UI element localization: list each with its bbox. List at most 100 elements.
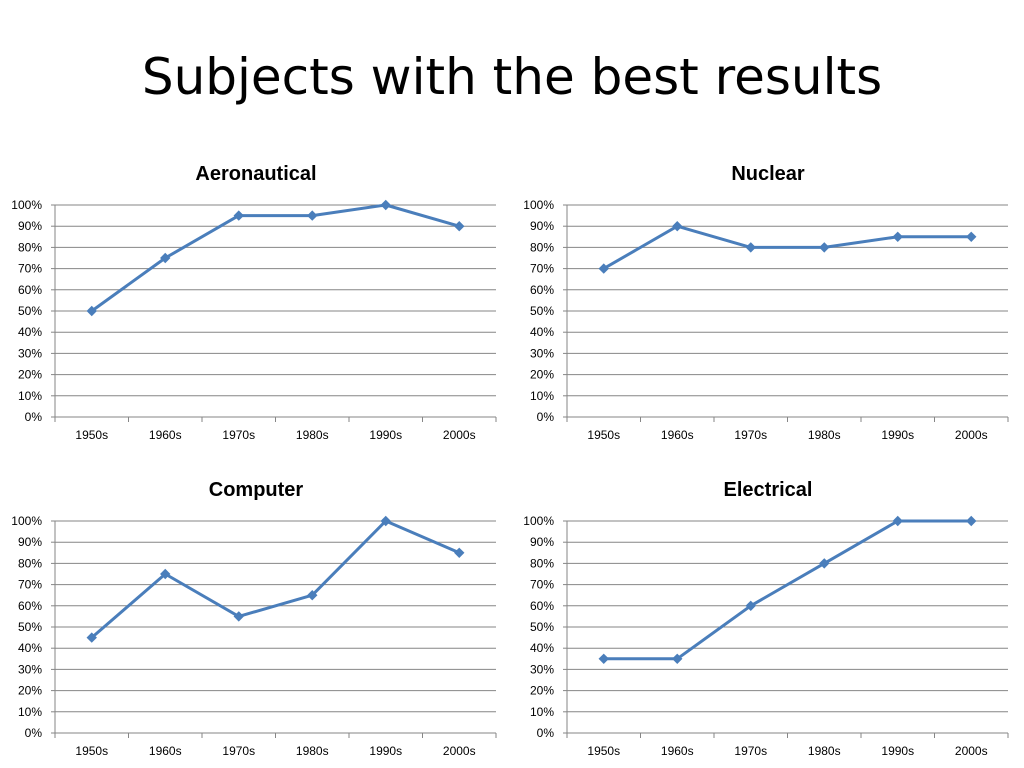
x-tick-label: 1990s [881, 428, 914, 442]
y-tick-label: 50% [18, 620, 42, 634]
chart-aeronautical: Aeronautical 0% 10% 20% 30% 40% 50% 60% 70% 80% 90… [0, 150, 512, 450]
chart-svg: Electrical 0% 10% 20% 30% 40% 50% 60% 70% 80% 90% 1… [523, 479, 1009, 758]
y-tick-label: 0% [537, 726, 555, 740]
data-point [598, 653, 609, 665]
x-tick-label: 1960s [149, 428, 182, 442]
y-tick-label: 0% [537, 410, 555, 424]
chart-title: Aeronautical [195, 163, 316, 185]
x-tick-label: 1960s [149, 744, 182, 758]
data-point [672, 653, 683, 665]
data-point [892, 231, 903, 243]
data-point [454, 547, 465, 559]
chart-title: Electrical [724, 479, 813, 501]
y-tick-label: 60% [18, 283, 42, 297]
x-tick-label: 1990s [369, 744, 402, 758]
x-tick-label: 1950s [75, 744, 108, 758]
x-tick-label: 1990s [369, 428, 402, 442]
y-tick-label: 10% [530, 705, 554, 719]
y-tick-label: 80% [530, 556, 554, 570]
chart-electrical: Electrical 0% 10% 20% 30% 40% 50% 60% 70% 80% 90% 1… [512, 466, 1024, 766]
x-tick-label: 1950s [587, 744, 620, 758]
y-tick-label: 90% [530, 219, 554, 233]
data-point [892, 515, 903, 527]
series-line [603, 519, 972, 661]
y-tick-label: 20% [18, 684, 42, 698]
chart-computer: Computer 0% 10% 20% 30% 40% 50% 60% 70% 80% 90% 100… [0, 466, 512, 766]
data-point [380, 199, 391, 211]
x-tick-label: 1950s [75, 428, 108, 442]
x-tick-label: 2000s [443, 428, 476, 442]
data-point [745, 600, 756, 612]
x-tick-label: 2000s [955, 744, 988, 758]
data-point [819, 558, 830, 569]
y-tick-label: 20% [530, 368, 554, 382]
data-point [233, 611, 244, 622]
data-point [454, 220, 465, 232]
x-tick-label: 1980s [808, 744, 841, 758]
y-tick-label: 50% [530, 620, 554, 634]
data-point [966, 515, 977, 527]
x-tick-label: 1980s [296, 744, 329, 758]
y-tick-label: 40% [18, 641, 42, 655]
chart-title: Computer [209, 479, 304, 501]
y-tick-label: 60% [18, 599, 42, 613]
y-tick-label: 40% [18, 325, 42, 339]
chart-title: Nuclear [731, 163, 805, 185]
x-tick-label: 1980s [296, 428, 329, 442]
y-tick-label: 90% [18, 535, 42, 549]
y-tick-label: 100% [11, 514, 42, 528]
data-point [745, 242, 756, 253]
y-tick-label: 60% [530, 283, 554, 297]
y-tick-label: 30% [18, 346, 42, 360]
data-point [380, 515, 391, 527]
y-tick-label: 70% [18, 262, 42, 276]
data-point [160, 568, 171, 580]
data-point [86, 632, 97, 643]
x-tick-label: 1970s [734, 744, 767, 758]
y-tick-label: 40% [530, 641, 554, 655]
y-tick-label: 20% [18, 368, 42, 382]
y-tick-label: 70% [530, 262, 554, 276]
y-tick-label: 80% [18, 240, 42, 254]
data-point [598, 263, 609, 274]
chart-nuclear: Nuclear 0% 10% 20% 30% 40% 50% 60% 70% 80% 90% 100%… [512, 150, 1024, 450]
y-tick-label: 90% [530, 535, 554, 549]
x-tick-label: 1970s [222, 744, 255, 758]
x-tick-label: 1990s [881, 744, 914, 758]
x-tick-label: 1960s [661, 744, 694, 758]
data-point [307, 210, 318, 221]
chart-svg: Aeronautical 0% 10% 20% 30% 40% 50% 60% 70% 80% 90… [11, 163, 497, 442]
y-tick-label: 50% [530, 304, 554, 318]
series-line [603, 224, 972, 270]
y-tick-label: 0% [25, 410, 43, 424]
slide-title: Subjects with the best results [141, 48, 883, 106]
data-point [966, 231, 977, 243]
data-point [86, 305, 97, 317]
chart-svg: Nuclear 0% 10% 20% 30% 40% 50% 60% 70% 80% 90% 100%… [523, 163, 1009, 442]
y-tick-label: 80% [530, 240, 554, 254]
y-tick-label: 20% [530, 684, 554, 698]
data-point [233, 210, 244, 221]
y-tick-label: 40% [530, 325, 554, 339]
x-tick-label: 1950s [587, 428, 620, 442]
y-tick-label: 30% [530, 662, 554, 676]
x-tick-label: 2000s [955, 428, 988, 442]
y-tick-label: 70% [530, 578, 554, 592]
y-tick-label: 10% [530, 389, 554, 403]
y-tick-label: 100% [523, 198, 554, 212]
y-tick-label: 60% [530, 599, 554, 613]
y-tick-label: 10% [18, 389, 42, 403]
x-tick-label: 1980s [808, 428, 841, 442]
x-tick-label: 1970s [222, 428, 255, 442]
x-tick-label: 2000s [443, 744, 476, 758]
y-tick-label: 30% [18, 662, 42, 676]
y-tick-label: 0% [25, 726, 43, 740]
y-tick-label: 30% [530, 346, 554, 360]
series-line [90, 519, 460, 639]
y-tick-label: 100% [523, 514, 554, 528]
x-tick-label: 1970s [734, 428, 767, 442]
y-tick-label: 90% [18, 219, 42, 233]
data-point [160, 252, 171, 264]
y-tick-label: 80% [18, 556, 42, 570]
y-tick-label: 100% [11, 198, 42, 212]
